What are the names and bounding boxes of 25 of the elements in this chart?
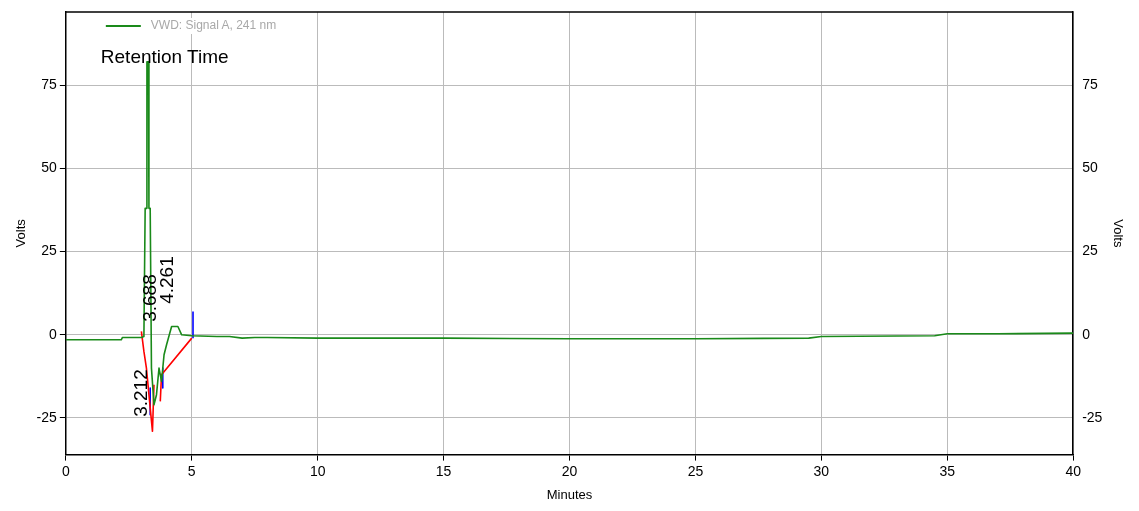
legend-label: VWD: Signal A, 241 nm — [150, 18, 277, 33]
x-tick-label: 5 — [187, 462, 196, 479]
y-tick-label: 50 — [41, 159, 58, 176]
x-tick-label: 15 — [435, 462, 452, 479]
annotation: Retention Time — [100, 46, 229, 68]
y-tick-label: 0 — [49, 325, 58, 342]
x-tick-label: 20 — [561, 462, 578, 479]
y-tick-label: 75 — [41, 76, 58, 93]
x-tick-label: 35 — [939, 462, 956, 479]
x-tick-label: 0 — [61, 462, 70, 479]
y2-tick-label: 0 — [1082, 325, 1091, 342]
x-tick-label: 30 — [813, 462, 830, 479]
x-tick-label: 25 — [687, 462, 704, 479]
y-tick-label: 25 — [41, 242, 58, 259]
annotation: 3.212 — [129, 369, 151, 417]
y2-tick-label: -25 — [1082, 408, 1103, 425]
y2-tick-label: 50 — [1082, 159, 1098, 176]
y-tick-label: -25 — [36, 408, 58, 425]
y2-axis-title: Volts — [1110, 219, 1126, 248]
x-tick-label: 40 — [1065, 462, 1082, 479]
y-axis-title: Volts — [13, 218, 29, 248]
x-axis-title: Minutes — [546, 486, 593, 502]
y2-tick-label: 75 — [1082, 76, 1098, 93]
y2-tick-label: 25 — [1082, 242, 1098, 259]
x-tick-label: 10 — [309, 462, 326, 479]
